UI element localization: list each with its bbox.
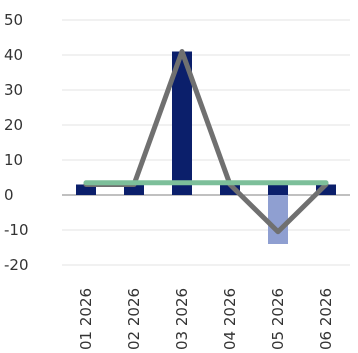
x-tick-label: 05 2026 <box>269 288 287 350</box>
x-tick-label: 06 2026 <box>317 288 335 350</box>
gridlines <box>62 19 350 266</box>
series-line-1 <box>83 49 329 235</box>
y-axis: -20 -10 0 10 20 30 40 50 <box>4 11 29 274</box>
y-tick-label: -10 <box>4 221 29 239</box>
bar-05-2026 <box>268 184 288 195</box>
y-tick-label: 30 <box>4 81 23 99</box>
bar-04-2026 <box>220 184 240 195</box>
x-tick-label: 04 2026 <box>221 288 239 350</box>
y-tick-label: 40 <box>4 46 23 64</box>
bar-01-2026 <box>76 184 96 195</box>
y-tick-label: -20 <box>4 256 29 274</box>
bar-03-2026 <box>172 51 192 195</box>
y-tick-label: 10 <box>4 151 23 169</box>
bar-02-2026 <box>124 184 144 195</box>
x-axis: 01 2026 02 2026 03 2026 04 2026 05 2026 06 20… <box>77 288 335 350</box>
y-tick-label: 20 <box>4 116 23 134</box>
x-tick-label: 02 2026 <box>125 288 143 350</box>
y-tick-label: 50 <box>4 11 23 29</box>
bar-05-2026 <box>268 195 288 244</box>
y-tick-label: 0 <box>4 186 14 204</box>
bar-06-2026 <box>316 184 336 195</box>
series-lines <box>83 49 329 235</box>
bars <box>76 51 336 244</box>
x-tick-label: 03 2026 <box>173 288 191 350</box>
x-tick-label: 01 2026 <box>77 288 95 350</box>
